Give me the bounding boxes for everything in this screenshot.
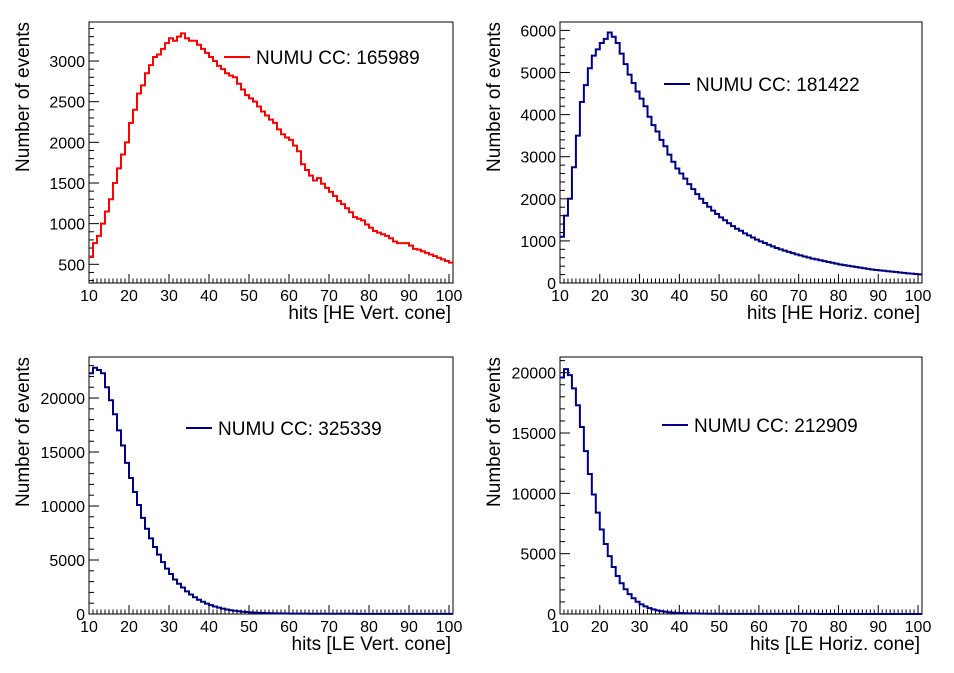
y-tick-label: 1500 [49,176,85,193]
x-tick-label: 90 [400,619,418,636]
legend-entry: NUMU CC: 212909 [694,416,858,437]
x-tick-label: 100 [436,619,463,636]
plot-frame [559,356,923,615]
y-tick-label: 0 [547,607,556,624]
y-axis-label: Number of events [484,22,505,172]
x-tick-label: 40 [670,619,688,636]
x-tick-label: 20 [591,619,609,636]
plot-frame [559,21,923,284]
x-tick-label: 50 [240,288,258,305]
axis-ticks: 10 20 30 40 50 60 70 80 90 100 0 5000 10000 15000 2000… [41,365,463,636]
axis-ticks: 10 20 30 40 50 60 70 80 90 100 500 1000 1500 2000 2500… [49,28,463,305]
x-tick-label: 10 [80,288,98,305]
y-tick-label: 15000 [41,445,86,462]
x-tick-label: 40 [670,288,688,305]
y-axis-label: Number of events [484,357,505,507]
x-axis-label: hits [LE Vert. cone] [292,634,451,655]
x-tick-label: 90 [869,288,887,305]
x-tick-label: 10 [551,288,569,305]
x-tick-label: 70 [320,288,338,305]
plot-frame [88,21,454,284]
y-tick-label: 6000 [520,23,556,40]
chart-panel-le-horiz: 10 20 30 40 50 60 70 80 90 100 0 5000 10000 15000 2000… [484,356,932,655]
y-tick-label: 10000 [512,486,557,503]
x-tick-label: 70 [320,619,338,636]
x-tick-label: 60 [750,288,768,305]
y-axis-label: Number of events [13,22,34,172]
x-tick-label: 100 [905,288,932,305]
x-tick-label: 90 [869,619,887,636]
x-tick-label: 10 [80,619,98,636]
x-tick-label: 20 [120,288,138,305]
y-tick-label: 5000 [520,66,556,83]
y-axis-label: Number of events [13,357,34,507]
x-tick-label: 30 [160,288,178,305]
y-tick-label: 10000 [41,499,86,516]
y-tick-label: 1000 [49,217,85,234]
y-tick-label: 5000 [49,553,85,570]
y-tick-label: 15000 [512,426,557,443]
x-tick-label: 50 [710,288,728,305]
histogram-line [89,32,453,264]
histogram-line [560,368,922,615]
x-tick-label: 30 [631,288,649,305]
y-tick-label: 0 [547,276,556,293]
x-tick-label: 70 [790,288,808,305]
x-tick-label: 70 [790,619,808,636]
chart-panel-he-vert: 10 20 30 40 50 60 70 80 90 100 500 1000 1500 2000 2500… [13,21,463,324]
x-tick-label: 40 [200,288,218,305]
y-tick-label: 2000 [49,135,85,152]
y-tick-label: 0 [76,607,85,624]
histogram-line [89,366,453,615]
y-tick-label: 3000 [49,54,85,71]
x-tick-label: 40 [200,619,218,636]
y-tick-label: 2500 [49,95,85,112]
x-tick-label: 50 [710,619,728,636]
x-axis-label: hits [LE Horiz. cone] [750,634,920,655]
histogram-line [560,31,922,276]
x-tick-label: 30 [631,619,649,636]
y-tick-label: 2000 [520,192,556,209]
legend-entry: NUMU CC: 181422 [696,75,860,96]
x-tick-label: 80 [830,288,848,305]
y-tick-label: 4000 [520,108,556,125]
x-tick-label: 100 [436,288,463,305]
x-tick-label: 20 [591,288,609,305]
plot-frame [88,356,454,615]
x-tick-label: 60 [280,288,298,305]
x-tick-label: 80 [360,619,378,636]
x-tick-label: 10 [551,619,569,636]
x-tick-label: 60 [750,619,768,636]
y-tick-label: 1000 [520,234,556,251]
chart-panel-he-horiz: 10 20 30 40 50 60 70 80 90 1000100020003000400050… [484,21,932,324]
chart-panel-le-vert: 10 20 30 40 50 60 70 80 90 100 0 5000 10000 15000 2000… [13,356,463,655]
y-tick-label: 20000 [41,391,86,408]
x-tick-label: 90 [400,288,418,305]
axis-ticks: 10 20 30 40 50 60 70 80 90 1000100020003000400050… [520,21,932,305]
legend-entry: NUMU CC: 325339 [218,419,382,440]
y-tick-label: 3000 [520,150,556,167]
x-axis-label: hits [HE Vert. cone] [288,303,451,324]
legend-entry: NUMU CC: 165989 [256,48,420,69]
y-tick-label: 500 [58,257,85,274]
y-tick-label: 20000 [512,366,557,383]
x-tick-label: 60 [280,619,298,636]
x-tick-label: 20 [120,619,138,636]
axis-ticks: 10 20 30 40 50 60 70 80 90 100 0 5000 10000 15000 2000… [512,360,932,636]
y-tick-label: 5000 [520,547,556,564]
x-tick-label: 50 [240,619,258,636]
x-tick-label: 100 [905,619,932,636]
x-axis-label: hits [HE Horiz. cone] [747,303,920,324]
x-tick-label: 80 [360,288,378,305]
x-tick-label: 30 [160,619,178,636]
x-tick-label: 80 [830,619,848,636]
